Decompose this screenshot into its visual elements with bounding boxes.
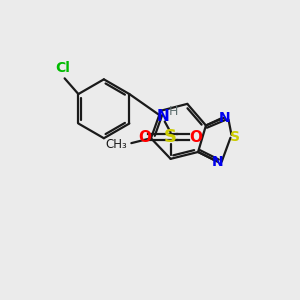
Text: N: N [156, 109, 169, 124]
Text: N: N [219, 111, 230, 124]
Text: H: H [169, 105, 178, 118]
Text: O: O [139, 130, 152, 145]
Text: CH₃: CH₃ [106, 138, 128, 151]
Text: Cl: Cl [55, 61, 70, 75]
Text: S: S [230, 130, 240, 144]
Text: O: O [190, 130, 202, 145]
Text: S: S [164, 128, 177, 146]
Text: N: N [212, 155, 224, 169]
